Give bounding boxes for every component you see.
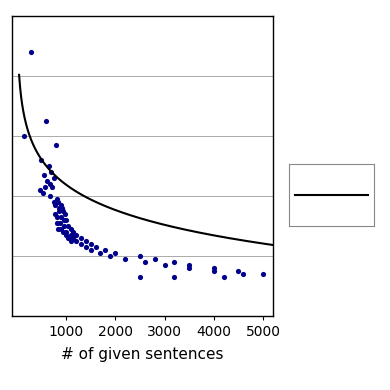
Point	[73, 232, 79, 238]
Point	[102, 247, 108, 253]
Point	[186, 262, 192, 268]
Point	[68, 238, 74, 244]
Point	[122, 256, 128, 262]
Point	[240, 271, 246, 277]
Point	[92, 244, 99, 250]
X-axis label: # of given sentences: # of given sentences	[61, 347, 223, 362]
Point	[54, 214, 60, 220]
Point	[83, 244, 89, 250]
Point	[65, 223, 71, 229]
Point	[57, 220, 63, 226]
Point	[87, 241, 94, 247]
Point	[60, 229, 66, 235]
Point	[46, 163, 52, 169]
Point	[137, 253, 143, 259]
Point	[236, 268, 242, 274]
Point	[58, 214, 64, 220]
Point	[48, 168, 54, 175]
Point	[46, 193, 53, 199]
Point	[68, 226, 74, 232]
Point	[54, 196, 60, 202]
Point	[171, 259, 177, 265]
Point	[142, 259, 148, 265]
Point	[112, 250, 118, 256]
Point	[137, 274, 143, 280]
Point	[55, 226, 61, 232]
Point	[260, 271, 266, 277]
Point	[59, 205, 65, 211]
Point	[58, 202, 64, 208]
Point	[38, 157, 44, 163]
Point	[55, 199, 61, 205]
Point	[78, 235, 84, 241]
Point	[28, 48, 35, 55]
Point	[171, 274, 177, 280]
Point	[51, 199, 57, 205]
Point	[78, 241, 84, 247]
Point	[63, 217, 69, 223]
Point	[211, 268, 217, 274]
Point	[52, 202, 58, 208]
Point	[83, 238, 89, 244]
Point	[43, 118, 49, 124]
Point	[49, 184, 55, 190]
Point	[63, 229, 69, 235]
Point	[87, 247, 94, 253]
Point	[40, 190, 46, 196]
Point	[68, 232, 74, 238]
Point	[42, 184, 48, 190]
Point	[63, 232, 69, 238]
Point	[161, 262, 168, 268]
Point	[98, 250, 104, 256]
Point	[37, 187, 43, 193]
Point	[221, 274, 227, 280]
Point	[62, 211, 68, 217]
Point	[53, 142, 59, 148]
Point	[107, 253, 113, 259]
Point	[58, 226, 64, 232]
Point	[61, 217, 67, 223]
Point	[50, 175, 57, 181]
Point	[44, 178, 50, 184]
Point	[70, 235, 76, 241]
Point	[61, 223, 67, 229]
Point	[70, 229, 76, 235]
Point	[21, 133, 27, 139]
Point	[52, 211, 58, 217]
Point	[56, 207, 62, 214]
Point	[54, 220, 60, 226]
Point	[56, 205, 62, 211]
Point	[65, 235, 71, 241]
Point	[186, 265, 192, 271]
Point	[73, 238, 79, 244]
Point	[211, 265, 217, 271]
Point	[60, 207, 66, 214]
Point	[41, 172, 47, 178]
Point	[47, 181, 53, 187]
Point	[152, 256, 158, 262]
